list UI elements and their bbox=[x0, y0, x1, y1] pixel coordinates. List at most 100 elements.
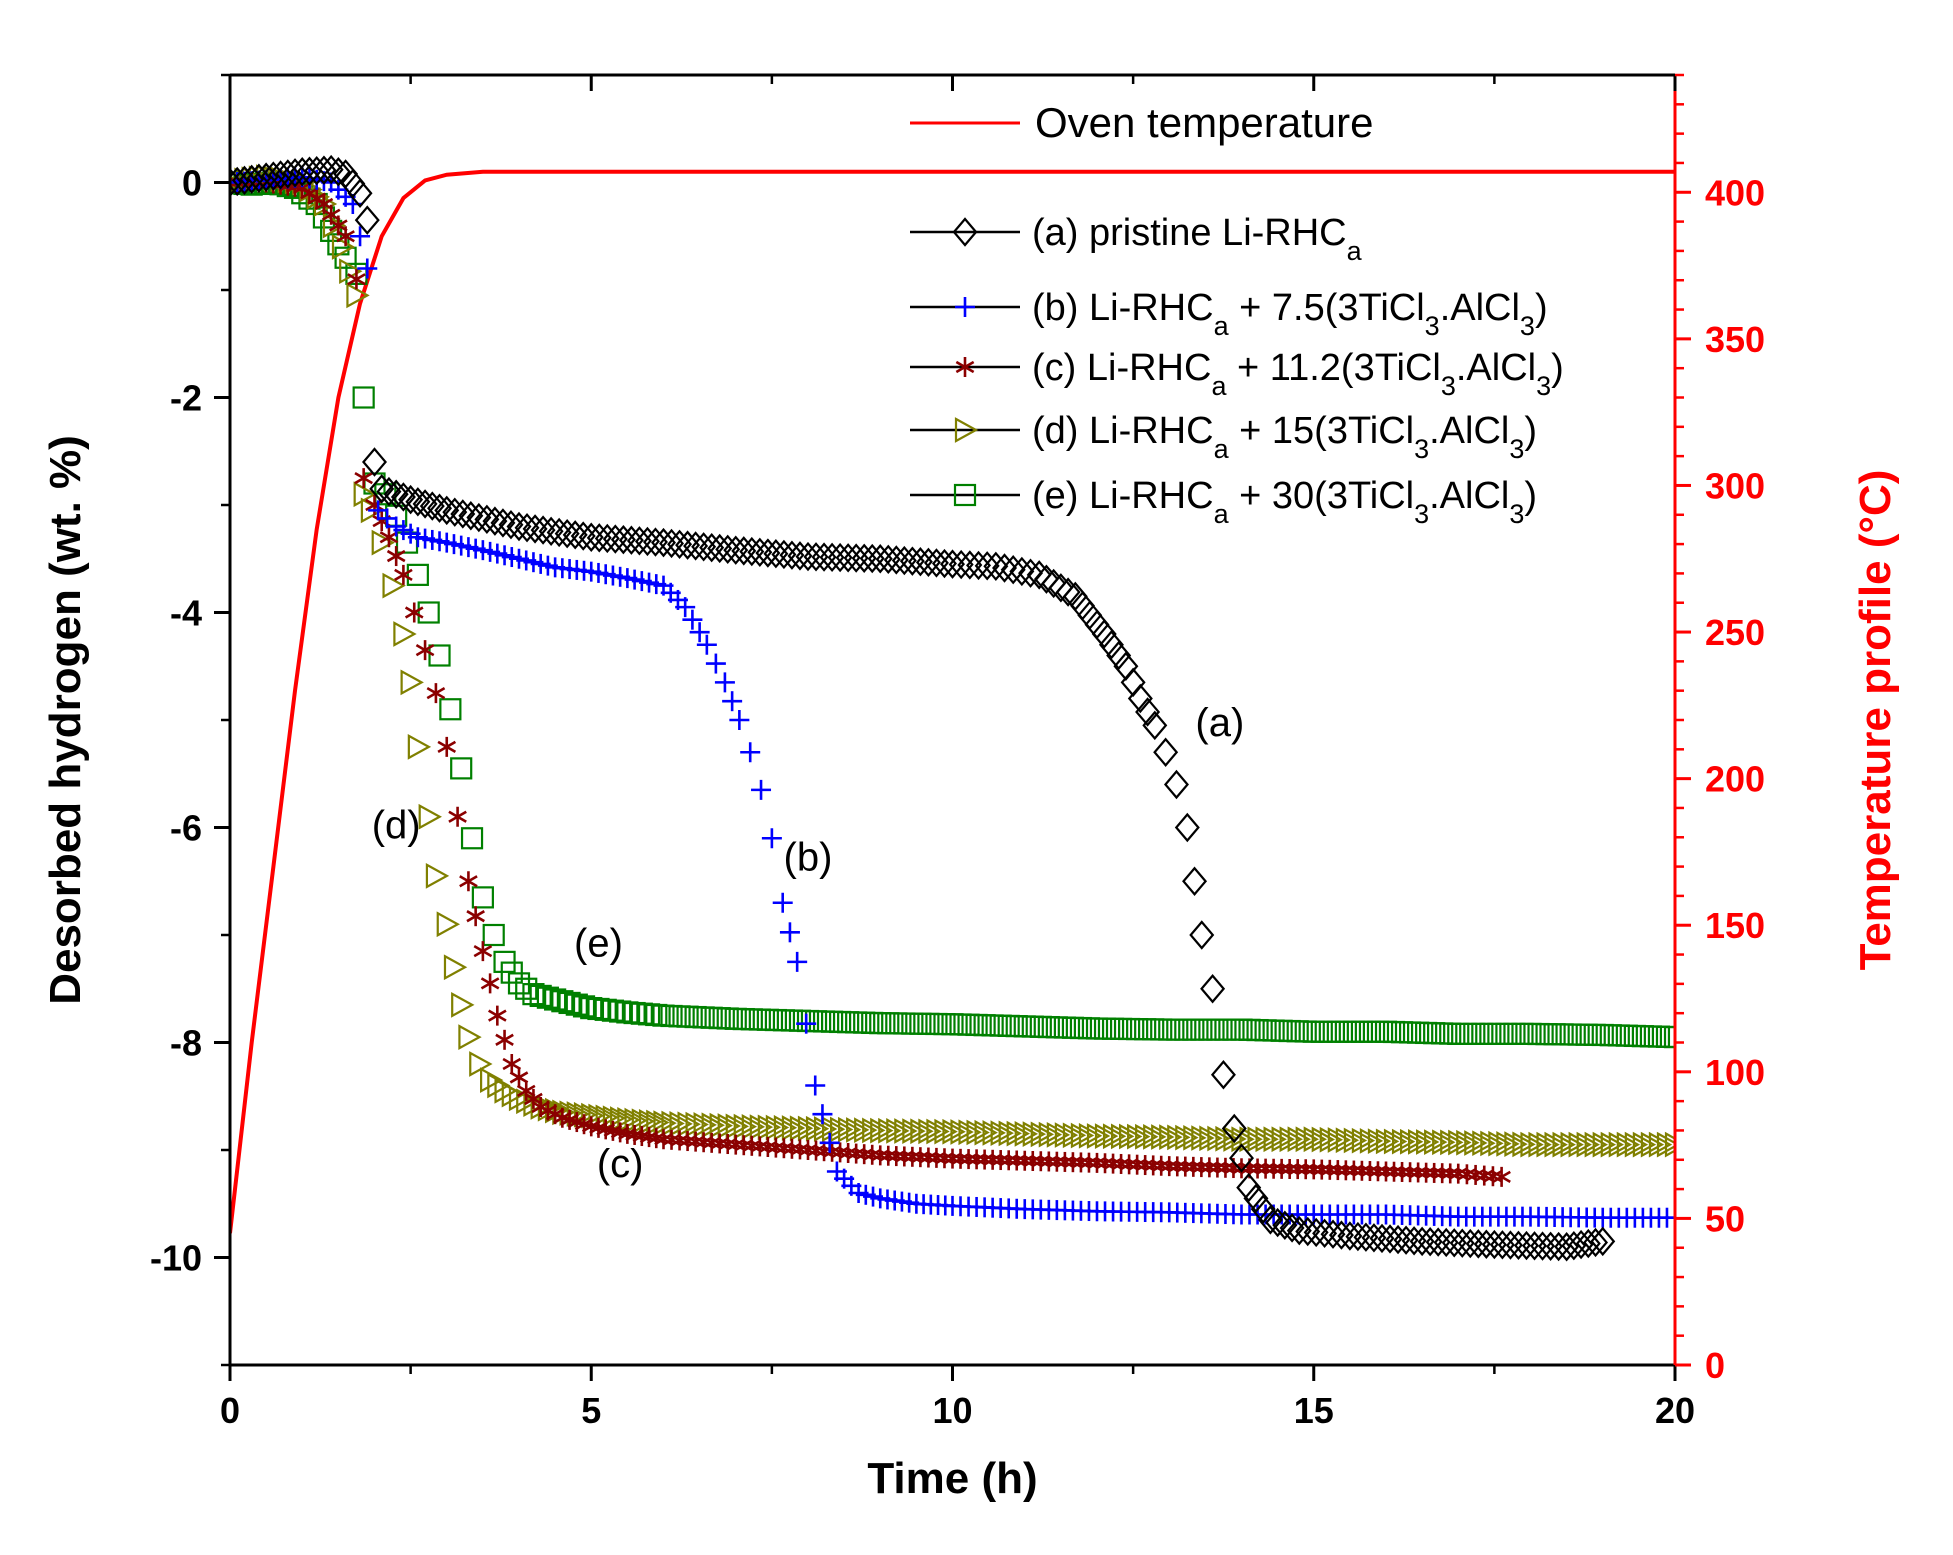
data-point-a bbox=[1538, 1231, 1564, 1261]
data-point-d bbox=[1496, 1131, 1520, 1157]
data-point-c bbox=[1159, 1156, 1179, 1177]
data-point-c bbox=[404, 602, 424, 623]
data-point-d bbox=[990, 1120, 1014, 1147]
data-point-e bbox=[529, 984, 552, 1008]
data-point-a bbox=[230, 166, 250, 197]
data-point-e bbox=[558, 991, 581, 1015]
data-point-b bbox=[812, 1104, 833, 1125]
data-point-d bbox=[425, 863, 450, 889]
data-point-a bbox=[1041, 568, 1067, 599]
data-point-d bbox=[910, 1118, 934, 1145]
data-point-a bbox=[570, 521, 596, 551]
data-point-c bbox=[1384, 1161, 1404, 1182]
oven-temperature-line bbox=[230, 169, 1675, 1234]
data-point-c bbox=[1376, 1161, 1396, 1182]
data-point-d bbox=[1119, 1123, 1143, 1150]
data-point-a bbox=[779, 540, 805, 570]
data-point-d bbox=[926, 1118, 950, 1145]
data-point-b bbox=[1665, 1207, 1675, 1228]
data-point-c bbox=[1248, 1158, 1267, 1179]
data-point-c bbox=[1440, 1163, 1460, 1184]
data-point-b bbox=[357, 258, 378, 279]
data-point-c bbox=[437, 736, 457, 757]
legend-label-c: (c) Li-RHCa + 11.2(3TiCl3.AlCl3) bbox=[1032, 347, 1564, 401]
data-point-a bbox=[1590, 1226, 1616, 1257]
data-point-d bbox=[1263, 1126, 1287, 1153]
data-point-a bbox=[763, 539, 789, 569]
data-point-c bbox=[1280, 1158, 1299, 1179]
y2-tick-label: 400 bbox=[1705, 172, 1765, 213]
data-point-b bbox=[696, 634, 717, 655]
data-point-b bbox=[805, 1075, 826, 1096]
subscript: a bbox=[1214, 434, 1230, 464]
data-point-e bbox=[482, 923, 505, 947]
data-point-c bbox=[1424, 1162, 1444, 1183]
data-point-a bbox=[554, 518, 580, 549]
data-point-d bbox=[998, 1120, 1022, 1147]
data-point-b bbox=[819, 1132, 840, 1153]
data-point-d bbox=[958, 1119, 982, 1146]
data-point-c bbox=[886, 1146, 906, 1167]
data-point-d bbox=[902, 1118, 926, 1144]
y2-tick-label: 200 bbox=[1705, 759, 1765, 800]
data-point-a bbox=[1505, 1230, 1531, 1261]
data-point-d bbox=[1480, 1130, 1504, 1157]
data-point-a bbox=[530, 515, 556, 545]
data-point-a bbox=[347, 178, 373, 208]
x-tick-label: 15 bbox=[1294, 1390, 1334, 1431]
data-point-d bbox=[451, 992, 475, 1018]
data-point-a bbox=[369, 474, 395, 504]
data-point-c bbox=[1344, 1160, 1364, 1181]
data-point-c bbox=[1055, 1151, 1075, 1172]
data-point-c bbox=[1015, 1150, 1035, 1171]
data-point-d bbox=[646, 1109, 670, 1136]
data-point-d bbox=[1335, 1127, 1360, 1154]
data-point-c bbox=[1103, 1153, 1123, 1174]
data-point-a bbox=[1328, 1220, 1354, 1250]
data-point-a bbox=[1401, 1226, 1427, 1256]
data-point-a bbox=[1257, 1205, 1283, 1235]
y-tick-label: 0 bbox=[182, 163, 202, 204]
data-point-d bbox=[322, 212, 347, 239]
data-point-a bbox=[482, 506, 508, 536]
data-point-d bbox=[1271, 1126, 1295, 1153]
data-point-c bbox=[935, 1148, 954, 1169]
data-point-a bbox=[1091, 619, 1117, 649]
data-point-c bbox=[1208, 1157, 1227, 1178]
subscript: 3 bbox=[1425, 311, 1440, 341]
data-point-e bbox=[1663, 1026, 1675, 1049]
subscript: 3 bbox=[1509, 499, 1524, 529]
data-point-d bbox=[1094, 1123, 1119, 1150]
data-point-a bbox=[1009, 556, 1035, 587]
subscript: a bbox=[1211, 371, 1227, 401]
data-point-a bbox=[974, 551, 1000, 581]
data-point-a bbox=[1481, 1229, 1507, 1260]
data-point-c bbox=[1400, 1162, 1420, 1183]
axes-layer: 0 5 10 15 20 Time (h) 0 -2 -4 -6 -8 -10 Desorbed hyd… bbox=[41, 73, 1900, 1503]
data-point-d bbox=[1408, 1129, 1432, 1155]
data-point-c bbox=[1432, 1163, 1452, 1184]
data-point-c bbox=[516, 1080, 536, 1101]
data-point-d bbox=[1351, 1127, 1376, 1154]
data-point-d bbox=[693, 1112, 717, 1138]
data-point-d bbox=[1624, 1131, 1649, 1158]
y-tick-label: -6 bbox=[170, 808, 202, 849]
data-point-e bbox=[406, 563, 429, 586]
data-point-a bbox=[843, 543, 869, 573]
data-point-a bbox=[246, 163, 272, 193]
y-tick-label: -10 bbox=[150, 1238, 202, 1279]
data-point-d bbox=[418, 803, 442, 830]
data-point-a bbox=[1575, 1228, 1601, 1259]
data-point-d bbox=[1014, 1121, 1039, 1147]
data-point-c bbox=[1167, 1156, 1187, 1177]
data-point-a bbox=[1286, 1215, 1312, 1246]
data-point-a bbox=[875, 544, 901, 575]
data-point-c bbox=[1175, 1156, 1195, 1177]
data-point-a bbox=[1221, 1113, 1247, 1144]
data-point-c bbox=[448, 806, 467, 827]
data-point-a bbox=[867, 544, 893, 574]
legend-label-a: (a) pristine Li-RHCa bbox=[1032, 212, 1363, 266]
data-point-a bbox=[795, 541, 821, 572]
data-point-c bbox=[347, 269, 366, 290]
data-point-a bbox=[1433, 1227, 1459, 1258]
